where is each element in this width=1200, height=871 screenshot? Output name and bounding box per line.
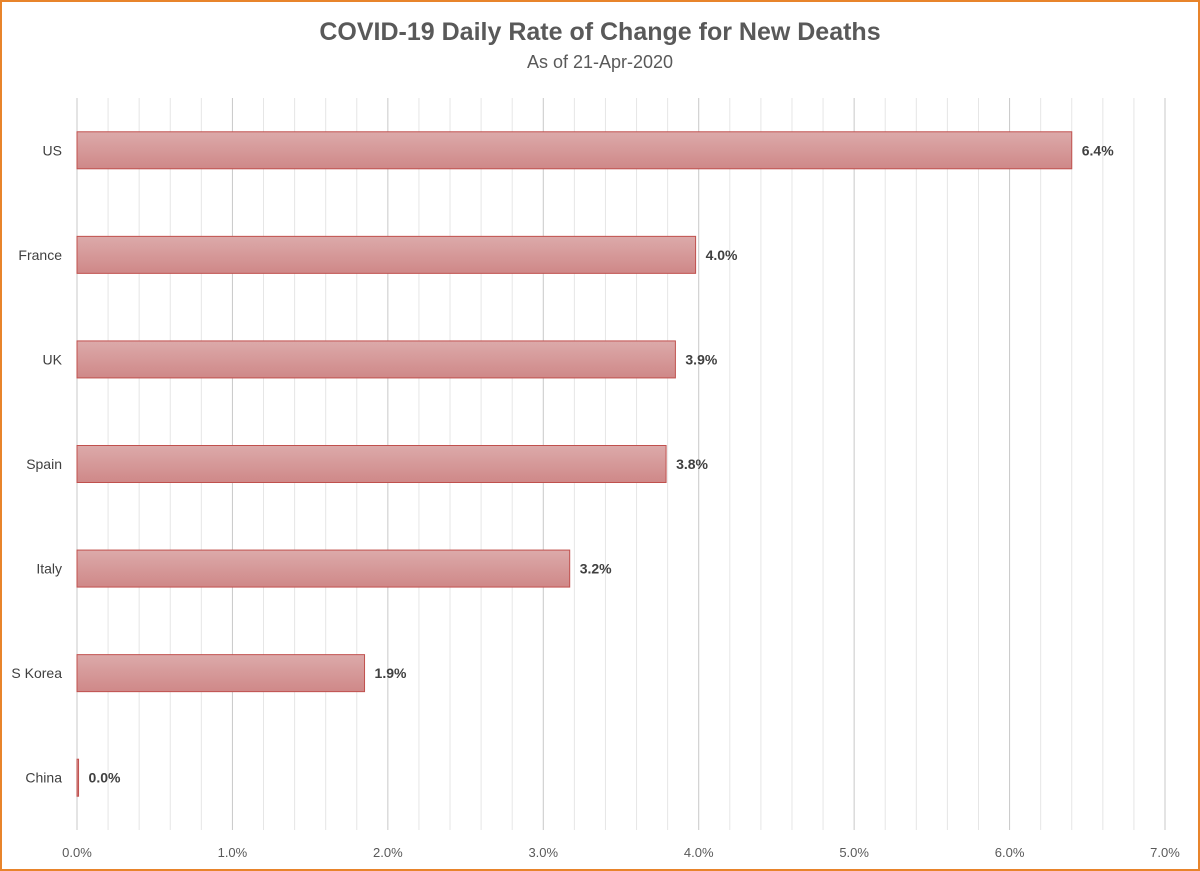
bar-spain [76,445,667,483]
bar-uk [76,340,676,379]
x-tick-label: 0.0% [62,845,92,860]
x-tick-label: 6.0% [995,845,1025,860]
labels: 0.0% 1.0% 2.0% 3.0% 4.0% 5.0% 6.0% 7.0% US 6.4% Fr… [11,142,1180,860]
data-label: 4.0% [706,247,738,263]
category-label: Spain [26,456,62,472]
data-label: 3.9% [685,351,717,367]
bars [76,131,1073,797]
category-label: UK [43,351,63,367]
bar-s-korea [76,654,366,693]
bar-france [76,235,697,274]
data-label: 6.4% [1082,142,1114,158]
data-label: 3.2% [580,561,612,577]
bar-china [76,758,80,797]
chart-title: COVID-19 Daily Rate of Change for New De… [319,18,881,46]
bar-us [76,131,1073,170]
x-tick-label: 3.0% [528,845,558,860]
x-tick-label: 4.0% [684,845,714,860]
x-tick-label: 7.0% [1150,845,1180,860]
data-label: 3.8% [676,456,708,472]
chart-subtitle: As of 21-Apr-2020 [526,52,674,72]
x-tick-label: 2.0% [373,845,403,860]
data-label: 1.9% [375,665,407,681]
category-label: Italy [36,561,62,577]
x-tick-label: 5.0% [839,845,869,860]
category-label: US [43,142,62,158]
category-label: S Korea [11,665,62,681]
category-label: China [25,770,62,786]
data-label: 0.0% [89,770,121,786]
category-label: France [18,247,62,263]
x-tick-label: 1.0% [218,845,248,860]
bar-italy [76,549,571,588]
